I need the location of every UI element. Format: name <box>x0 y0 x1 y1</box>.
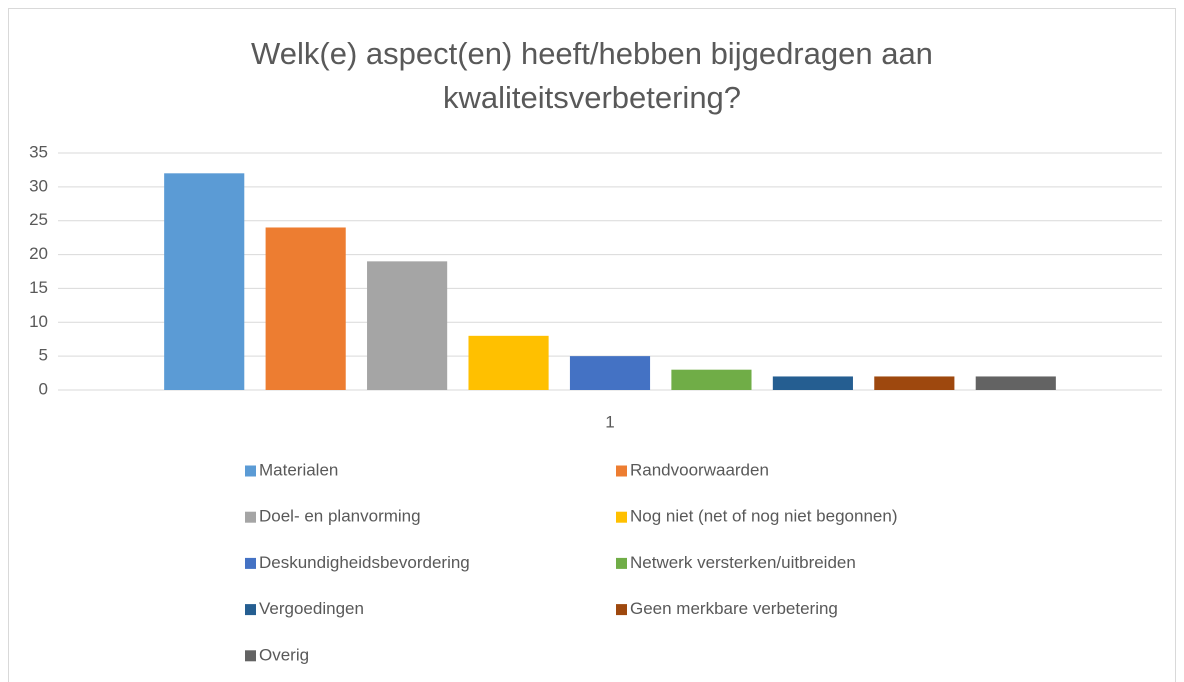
bar <box>367 261 448 390</box>
y-tick-label: 35 <box>29 142 48 161</box>
bar <box>164 173 245 390</box>
legend-label: Deskundigheidsbevordering <box>259 553 470 572</box>
legend-marker <box>245 604 256 616</box>
y-tick-label: 15 <box>29 278 48 297</box>
bar <box>265 227 346 390</box>
legend-label: Doel- en planvorming <box>259 507 421 526</box>
y-tick-label: 20 <box>29 244 48 263</box>
bar <box>569 356 651 390</box>
legend-label: Geen merkbare verbetering <box>630 599 838 618</box>
chart-border <box>8 8 1176 682</box>
bar <box>874 376 955 390</box>
legend-label: Materialen <box>259 460 338 479</box>
legend-label: Nog niet (net of nog niet begonnen) <box>630 507 897 526</box>
x-tick-label: 1 <box>605 412 614 431</box>
legend-marker <box>616 604 627 616</box>
legend-label: Randvoorwaarden <box>630 460 769 479</box>
legend-marker <box>616 465 627 477</box>
y-tick-label: 10 <box>29 312 48 331</box>
legend-marker <box>245 465 256 477</box>
legend-label: Vergoedingen <box>259 599 364 618</box>
legend-marker <box>616 511 627 523</box>
y-tick-label: 5 <box>39 346 48 365</box>
y-tick-label: 25 <box>29 210 48 229</box>
bar <box>671 369 752 390</box>
chart-title: Welk(e) aspect(en) heeft/hebben bijgedra… <box>251 36 933 115</box>
y-tick-label: 30 <box>29 176 48 195</box>
legend-marker <box>245 650 256 662</box>
legend-marker <box>245 511 256 523</box>
bar <box>468 335 549 390</box>
legend-label: Netwerk versterken/uitbreiden <box>630 553 856 572</box>
bar <box>772 376 853 390</box>
legend-marker <box>245 557 256 569</box>
y-tick-label: 0 <box>39 379 48 398</box>
legend-label: Overig <box>259 645 309 664</box>
legend-marker <box>616 557 627 569</box>
bar <box>975 376 1056 390</box>
